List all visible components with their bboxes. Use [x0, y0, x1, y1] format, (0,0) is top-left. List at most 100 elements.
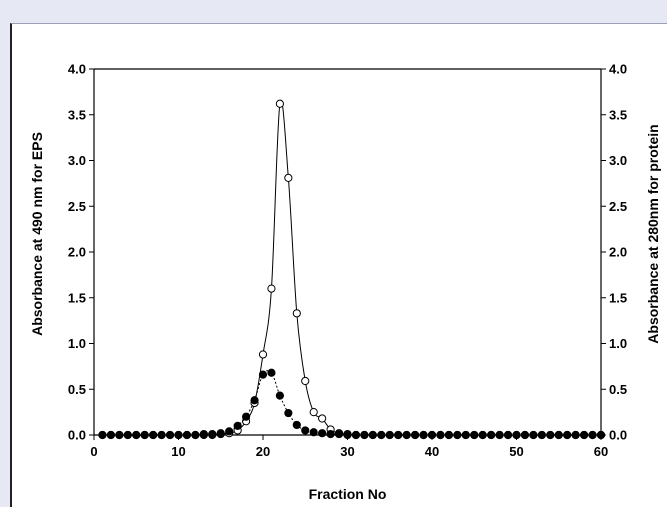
series-1-point — [242, 412, 251, 421]
series-1-point — [444, 430, 453, 440]
series-1-point — [115, 430, 124, 440]
series-1-point — [427, 430, 437, 440]
series-1-point — [529, 430, 538, 440]
left-y-tick-label: 2.5 — [68, 199, 86, 214]
series-1-point — [351, 430, 361, 440]
x-tick-label: 30 — [340, 444, 354, 459]
series-1-point — [588, 430, 597, 440]
series-1-point — [453, 430, 462, 440]
series-1-point — [368, 430, 377, 440]
right-y-tick-label: 2.0 — [609, 245, 627, 260]
series-1-point — [301, 426, 310, 435]
x-axis-label: Fraction No — [309, 486, 387, 502]
series-1-point — [208, 429, 217, 439]
series-1-line — [102, 370, 601, 436]
series-1-point — [470, 430, 479, 440]
series-1-point — [174, 430, 183, 440]
series-1-point — [165, 430, 175, 440]
left-y-tick-label: 3.0 — [68, 153, 86, 168]
left-y-axis-label: Absorbance at 490 nm for EPS — [29, 132, 45, 336]
series-1-point — [343, 430, 352, 440]
series-1-point — [411, 430, 420, 440]
series-1-point — [377, 430, 386, 440]
series-1-point — [140, 430, 149, 440]
left-y-tick-label: 0.5 — [68, 382, 86, 397]
series-1-point — [233, 421, 242, 430]
series-1-point — [334, 429, 344, 439]
left-y-tick-label: 2.0 — [68, 245, 86, 260]
series-1-point — [182, 430, 192, 440]
series-1-point — [191, 430, 200, 440]
right-y-tick-label: 4.0 — [609, 62, 627, 77]
series-0-point — [284, 173, 293, 182]
series-1-point — [436, 430, 445, 440]
x-tick-label: 50 — [509, 444, 523, 459]
series-0-point — [301, 376, 310, 386]
right-y-tick-label: 3.0 — [609, 153, 627, 168]
series-1-point — [199, 429, 208, 439]
series-1-point — [292, 420, 301, 430]
series-0-point — [318, 414, 327, 423]
series-1-point — [106, 430, 116, 440]
series-1-point — [267, 368, 276, 377]
left-y-tick-label: 3.5 — [68, 107, 86, 122]
right-y-tick-label: 1.5 — [609, 290, 627, 305]
series-1-point — [503, 430, 513, 440]
series-1-point — [478, 430, 487, 440]
series-1-point — [495, 430, 504, 440]
right-y-tick-label: 0.0 — [609, 428, 627, 443]
left-y-tick-label: 1.0 — [68, 336, 86, 351]
series-1-point — [123, 430, 132, 440]
series-1-point — [520, 430, 530, 440]
right-y-tick-label: 0.5 — [609, 382, 627, 397]
series-1-point — [402, 430, 411, 440]
series-1-point — [563, 430, 572, 440]
series-1-point — [318, 429, 327, 438]
series-1-point — [225, 427, 234, 436]
series-1-point — [98, 430, 107, 440]
chart-frame: 0 10 20 30 40 50 60 0.0 0.0 0.5 0.5 1.0 1.0 1.5 1.5 2.0… — [10, 23, 667, 507]
x-tick-label: 10 — [171, 444, 185, 459]
series-1-point — [149, 430, 158, 440]
absorbance-chart: 0 10 20 30 40 50 600.0 0.00.5 0.51.0 1.01.5 1.52.0… — [29, 62, 661, 503]
series-0-point — [267, 284, 276, 293]
left-y-tick-label: 4.0 — [68, 62, 86, 77]
series-1-point — [326, 429, 335, 439]
series-1-point — [250, 396, 259, 405]
series-1-point — [419, 430, 428, 440]
left-y-tick-label: 0.0 — [68, 428, 86, 443]
series-1-point — [554, 430, 563, 440]
series-0-point — [309, 408, 318, 417]
series-1-point — [580, 430, 589, 440]
series-1-point — [132, 430, 141, 440]
series-0-point — [275, 99, 284, 108]
series-1-point — [461, 430, 470, 440]
right-y-axis-label: Absorbance at 280nm for protein — [645, 124, 661, 343]
x-tick-label: 20 — [256, 444, 270, 459]
series-1-point — [512, 430, 521, 440]
series-1-point — [360, 430, 369, 440]
series-1-point — [284, 408, 293, 418]
series-1-point — [216, 429, 225, 438]
left-y-tick-label: 1.5 — [68, 290, 86, 305]
series-1-point — [258, 370, 268, 379]
series-1-point — [275, 391, 284, 400]
right-y-tick-label: 1.0 — [609, 336, 627, 351]
series-1-point — [571, 430, 580, 440]
series-1-point — [385, 430, 394, 440]
x-tick-label: 60 — [594, 444, 608, 459]
series-0-point — [292, 309, 301, 318]
series-0-point — [258, 350, 268, 359]
series-1-point — [537, 430, 546, 440]
series-1-point — [157, 430, 166, 440]
series-1-point — [546, 430, 555, 440]
series-1-point — [309, 428, 318, 437]
series-1-point — [487, 430, 496, 440]
series-1-point — [394, 430, 403, 440]
x-tick-label: 40 — [425, 444, 439, 459]
right-y-tick-label: 3.5 — [609, 107, 627, 122]
x-tick-label: 0 — [90, 444, 97, 459]
right-y-tick-label: 2.5 — [609, 199, 627, 214]
series-0-line — [102, 100, 601, 436]
series-1-point — [596, 430, 606, 440]
